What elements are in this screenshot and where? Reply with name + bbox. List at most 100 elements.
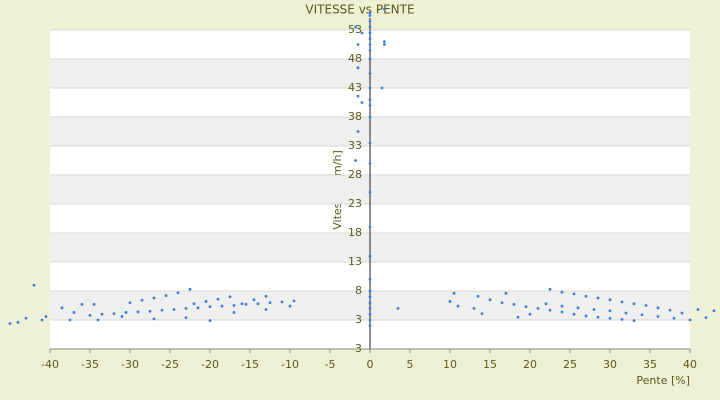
data-point [128,301,132,304]
data-point [668,308,672,312]
data-point [632,319,636,322]
data-point [368,43,372,46]
data-point [188,287,192,291]
data-point [16,320,20,324]
y-tick-label: 43 [348,81,362,94]
data-point [208,305,212,309]
data-point [96,318,100,322]
data-point [80,302,84,306]
data-point [92,302,96,306]
data-point [228,295,232,299]
data-point [152,296,156,300]
data-point [584,314,588,318]
x-tick-label: 35 [643,358,657,371]
y-tick-label: 33 [348,139,362,152]
data-point [124,311,128,314]
data-point [544,302,548,306]
data-point [292,299,296,303]
data-point [584,294,588,298]
x-tick-label: -5 [325,358,336,371]
data-point [592,308,596,311]
x-tick-label: -10 [281,358,299,371]
data-point [192,302,196,306]
data-point [72,311,76,314]
data-point [232,311,236,314]
data-point [368,48,372,52]
data-point [383,7,386,11]
data-point [368,254,372,258]
data-point [560,290,564,294]
data-point [380,86,384,90]
data-point [560,310,564,314]
data-point [596,296,600,300]
data-point [60,306,64,310]
data-point [572,292,576,296]
y-tick-label: 8 [355,284,362,297]
data-point [148,309,152,313]
data-point [360,101,364,104]
data-point [88,313,92,317]
data-point [368,14,372,17]
data-point [448,300,452,303]
data-point [160,308,164,312]
x-tick-label: -20 [201,358,219,371]
data-point [164,294,168,298]
data-point [368,115,372,119]
y-tick-label: 28 [348,168,362,181]
data-point [383,43,386,46]
data-point [240,302,244,306]
data-point [480,312,484,316]
data-point [368,19,372,23]
data-point [680,311,684,315]
data-point [368,98,372,101]
data-point [264,308,268,311]
x-tick-label: -30 [121,358,139,371]
data-point [516,315,520,319]
data-point [696,308,700,311]
data-point [136,310,140,314]
data-point [528,312,532,316]
x-tick-label: -15 [241,358,259,371]
data-point [488,298,492,302]
x-tick-label: 15 [483,358,497,371]
data-point [112,312,116,316]
x-tick-label: 0 [367,358,374,371]
data-point [704,316,708,320]
data-point [172,308,176,311]
data-point [368,191,372,194]
data-point [196,306,200,310]
data-point [548,287,552,291]
x-tick-label: 25 [563,358,577,371]
data-point [280,300,284,304]
x-tick-label: -25 [161,358,179,371]
data-point [368,104,372,107]
data-point [40,318,44,322]
y-tick-label: 3 [355,313,362,326]
data-point [620,318,624,321]
x-tick-label: 30 [603,358,617,371]
y-tick-label: 48 [348,52,362,65]
data-point [256,302,260,306]
data-point [620,300,624,304]
data-point [368,11,372,15]
data-point [354,159,357,162]
data-point [608,298,612,302]
y-tick-label: 18 [348,226,362,239]
data-point [368,25,372,29]
data-point [356,66,360,70]
data-point [176,291,180,295]
y-tick-label: 53 [348,23,362,36]
data-point [368,86,372,90]
data-point [208,319,212,322]
data-point [204,300,208,303]
data-point [360,31,364,35]
x-tick-label: 10 [443,358,457,371]
data-point [576,306,580,310]
data-point [368,318,372,322]
data-point [656,306,660,310]
data-point [640,313,644,317]
x-tick-label: 20 [523,358,537,371]
x-tick-label: -40 [41,358,59,371]
